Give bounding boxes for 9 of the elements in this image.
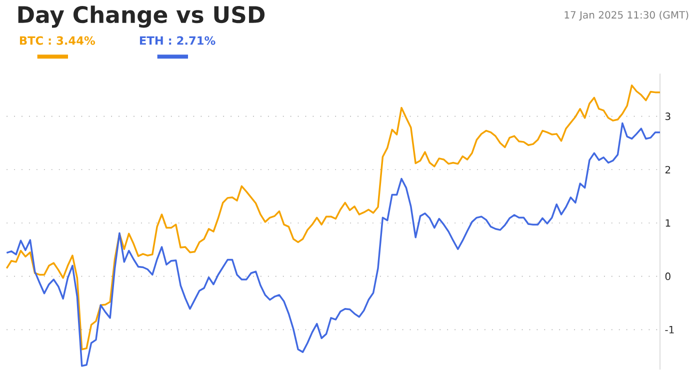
chart-title: Day Change vs USD [18,6,265,28]
y-tick-label: -1 [665,326,674,334]
y-tick-label: 0 [665,272,670,280]
y-tick-label: 3 [665,112,670,120]
y-tick-label: 2 [665,166,670,174]
text: ETH : 2.71% [140,36,216,45]
text: BTC : 3.44% [20,36,96,45]
y-tick-label: 1 [666,219,670,227]
text: 17 Jan 2025 11:30 (GMT) [564,10,688,21]
